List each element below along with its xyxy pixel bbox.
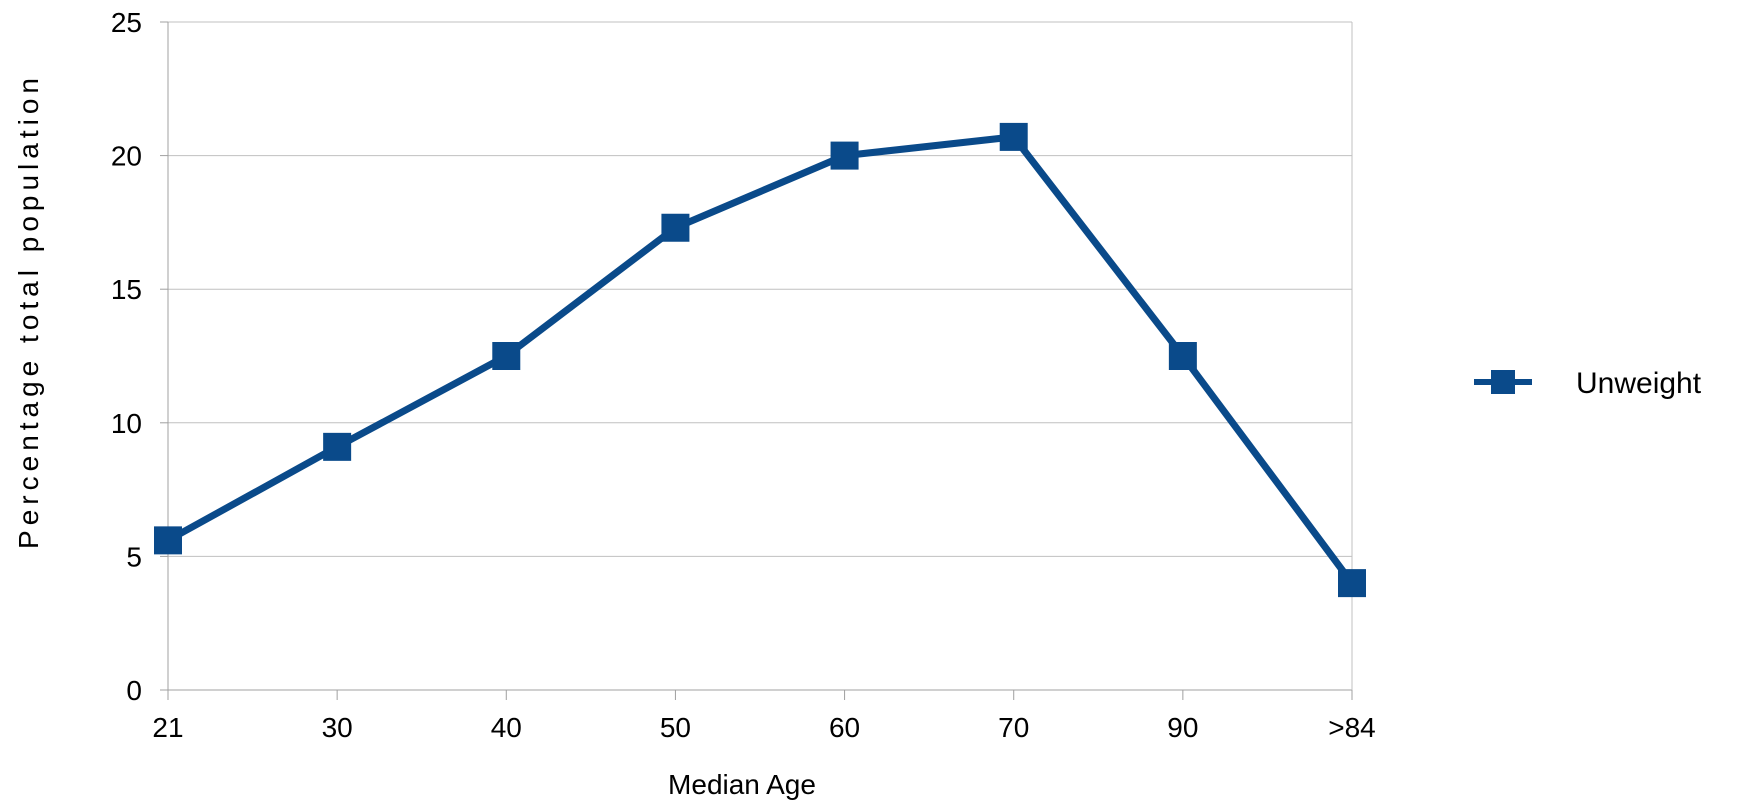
x-tick-label: 30 [322,712,353,743]
series-line-unweight [164,133,1356,587]
y-tick-labels: 0 5 10 15 20 25 [111,7,142,706]
legend-label-unweight: Unweight [1576,367,1702,400]
data-point [154,526,182,555]
data-point [999,122,1028,151]
x-tick-label: 70 [998,712,1029,743]
x-tick-label: >84 [1328,712,1376,743]
x-tick-labels: 21 30 40 50 60 70 90 >84 [152,712,1375,743]
series-unweight [154,122,1366,598]
legend: Unweight [1474,367,1702,400]
data-point [1338,569,1366,598]
data-point [323,432,352,461]
x-tick-label: 50 [660,712,691,743]
data-point [661,213,690,242]
x-tick-label: 40 [491,712,522,743]
x-tick-label: 21 [152,712,183,743]
x-axis-title: Median Age [668,769,816,800]
y-tick-label: 10 [111,408,142,439]
data-point [492,342,521,370]
y-axis-title: Percentage total population [13,73,44,549]
y-tick-label: 25 [111,7,142,38]
y-tick-label: 0 [126,675,142,706]
y-tick-label: 15 [111,274,142,305]
legend-marker-swatch [1491,370,1515,394]
y-tick-label: 20 [111,141,142,172]
x-tick-label: 90 [1167,712,1198,743]
data-point [830,141,859,170]
y-tick-label: 5 [126,541,142,572]
data-point [1168,342,1197,370]
x-tick-label: 60 [829,712,860,743]
